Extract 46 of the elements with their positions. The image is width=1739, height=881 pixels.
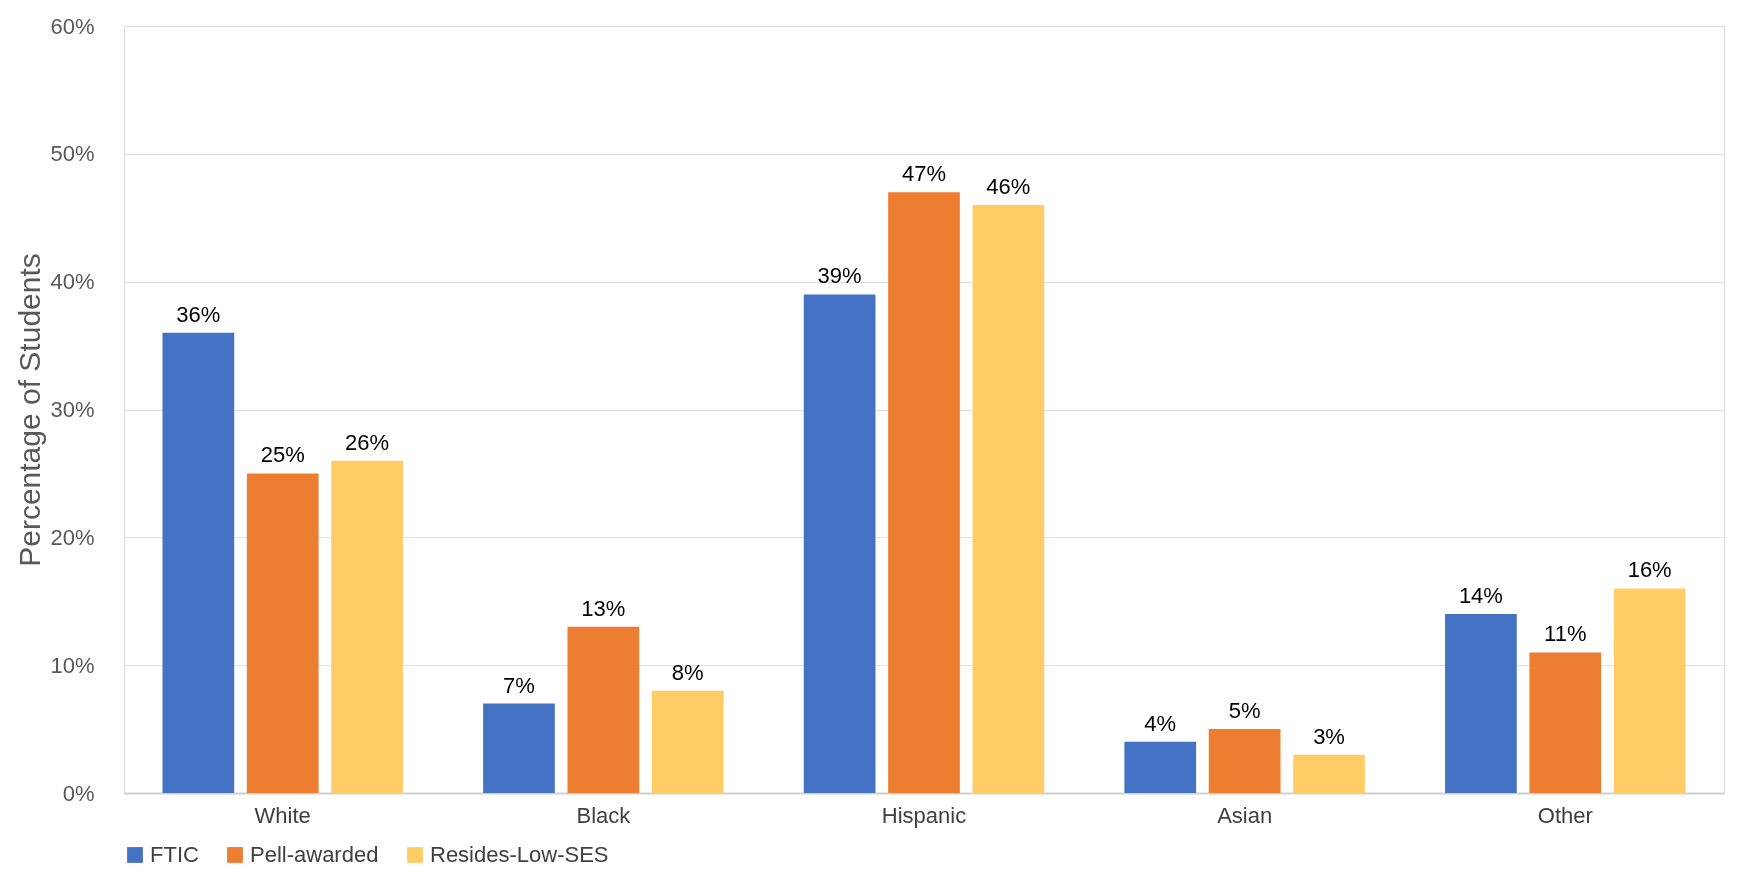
bar	[803, 294, 876, 793]
bar	[1208, 729, 1281, 793]
data-label: 8%	[671, 659, 704, 685]
data-label: 3%	[1313, 723, 1345, 749]
x-tick-label: Other	[1537, 802, 1593, 828]
legend-label: Resides-Low-SES	[430, 842, 609, 867]
data-label: 5%	[1228, 698, 1261, 724]
data-label: 13%	[581, 595, 626, 621]
data-label: 7%	[503, 672, 535, 698]
x-tick-label: Black	[576, 802, 632, 828]
x-tick-label: Asian	[1217, 802, 1273, 828]
bar	[888, 192, 960, 793]
y-axis-title: Percentage of Students	[13, 253, 47, 567]
data-label: 26%	[345, 429, 390, 455]
x-tick-label: White	[254, 802, 311, 828]
x-tick-label: Hispanic	[881, 802, 967, 828]
bar	[1124, 741, 1197, 793]
bar	[1445, 614, 1517, 793]
bar	[162, 332, 235, 793]
data-label: 47%	[901, 161, 947, 187]
data-label: 16%	[1627, 557, 1672, 583]
data-label: 46%	[986, 173, 1031, 199]
data-label: 36%	[176, 301, 221, 327]
y-tick-label: 40%	[50, 269, 95, 295]
y-tick-label: 20%	[50, 524, 95, 550]
data-label: 4%	[1144, 710, 1177, 736]
bar	[246, 473, 319, 793]
y-tick-label: 60%	[50, 13, 95, 39]
bar	[1529, 652, 1602, 793]
y-tick-label: 10%	[50, 652, 95, 678]
y-tick-label: 50%	[50, 141, 95, 167]
data-label: 39%	[817, 263, 862, 289]
data-label: 25%	[260, 442, 305, 468]
bar	[483, 703, 555, 793]
bar	[331, 460, 403, 793]
bar	[651, 690, 724, 793]
y-tick-label: 0%	[62, 780, 95, 806]
legend-label: FTIC	[150, 842, 199, 867]
legend-label: Pell-awarded	[250, 842, 379, 867]
y-tick-label: 30%	[50, 397, 95, 422]
bar	[972, 204, 1045, 793]
bar	[1293, 754, 1365, 793]
bar	[567, 626, 640, 793]
data-label: 11%	[1544, 621, 1587, 647]
data-label: 14%	[1458, 583, 1503, 609]
bar	[1613, 588, 1686, 793]
